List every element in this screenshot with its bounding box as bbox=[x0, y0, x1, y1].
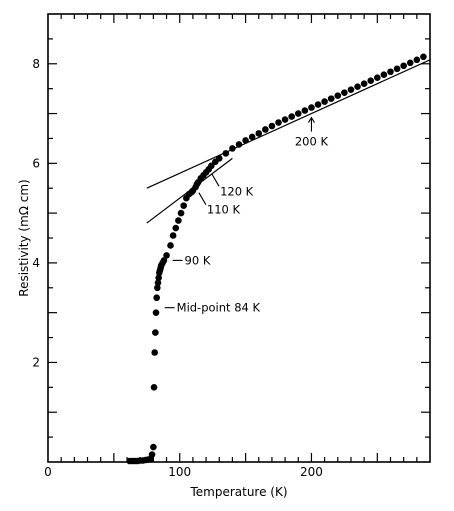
data-point bbox=[152, 329, 159, 336]
data-point bbox=[155, 274, 162, 282]
annotation-label: Mid-point 84 K bbox=[177, 301, 261, 315]
data-point bbox=[420, 53, 427, 61]
annotation-label: 200 K bbox=[295, 135, 329, 149]
data-point bbox=[354, 83, 361, 90]
data-point bbox=[167, 242, 174, 249]
data-points bbox=[126, 53, 427, 465]
data-point bbox=[400, 62, 407, 70]
data-point bbox=[393, 65, 401, 73]
annotation-label: 90 K bbox=[185, 253, 211, 267]
data-point bbox=[268, 122, 276, 130]
data-point bbox=[160, 257, 168, 264]
data-point bbox=[327, 95, 335, 102]
data-point bbox=[308, 104, 315, 111]
annotations: 200 K 120 K 110 K 90 K Mid-point 84 K bbox=[164, 116, 329, 315]
annotation-label: 120 K bbox=[220, 184, 254, 198]
data-point bbox=[215, 155, 223, 162]
data-point bbox=[154, 284, 161, 292]
data-point bbox=[177, 209, 185, 217]
data-point bbox=[242, 137, 249, 144]
data-point bbox=[360, 80, 368, 87]
data-point bbox=[150, 384, 158, 391]
data-point bbox=[288, 113, 295, 120]
data-point bbox=[255, 130, 263, 137]
data-point bbox=[248, 133, 256, 141]
data-point bbox=[151, 349, 158, 356]
axis-ticks bbox=[48, 14, 430, 462]
reference-line bbox=[146, 59, 431, 189]
data-point bbox=[154, 279, 162, 287]
y-axis-label: Resistivity (mΩ cm) bbox=[17, 179, 31, 296]
data-point bbox=[341, 89, 348, 96]
arrow-head-icon bbox=[307, 116, 315, 123]
data-point bbox=[235, 141, 243, 148]
x-tick-label: 0 bbox=[44, 465, 52, 479]
data-point bbox=[413, 56, 421, 64]
data-point bbox=[380, 71, 388, 79]
data-point bbox=[163, 252, 170, 259]
y-tick-label: 6 bbox=[32, 156, 40, 170]
data-point bbox=[152, 309, 160, 316]
data-point bbox=[334, 92, 342, 99]
tick-labels: 0 100 200 2 4 6 8 bbox=[32, 57, 323, 479]
data-point bbox=[301, 107, 309, 114]
annotation-leader bbox=[211, 174, 220, 187]
x-tick-label: 100 bbox=[168, 465, 191, 479]
y-tick-label: 8 bbox=[32, 57, 40, 71]
data-point bbox=[222, 150, 230, 157]
data-point bbox=[148, 451, 156, 458]
data-point bbox=[294, 110, 302, 117]
data-point bbox=[387, 68, 394, 76]
data-point bbox=[347, 86, 355, 93]
annotation-leader bbox=[198, 192, 207, 205]
data-point bbox=[150, 443, 157, 451]
data-point bbox=[281, 116, 289, 123]
data-point bbox=[275, 119, 282, 126]
y-tick-label: 2 bbox=[32, 355, 40, 369]
data-point bbox=[262, 126, 269, 133]
x-axis-label: Temperature (K) bbox=[189, 485, 287, 499]
data-point bbox=[169, 232, 177, 239]
annotation-label: 110 K bbox=[207, 203, 241, 217]
data-point bbox=[172, 224, 180, 232]
data-point bbox=[180, 202, 187, 209]
data-point bbox=[367, 77, 375, 85]
data-point bbox=[153, 294, 160, 302]
data-point bbox=[374, 74, 381, 82]
data-point bbox=[314, 101, 322, 108]
x-tick-label: 200 bbox=[300, 465, 323, 479]
data-point bbox=[175, 217, 182, 224]
data-point bbox=[229, 145, 236, 152]
y-tick-label: 4 bbox=[32, 256, 40, 270]
data-point bbox=[321, 98, 328, 105]
data-point bbox=[406, 59, 414, 67]
